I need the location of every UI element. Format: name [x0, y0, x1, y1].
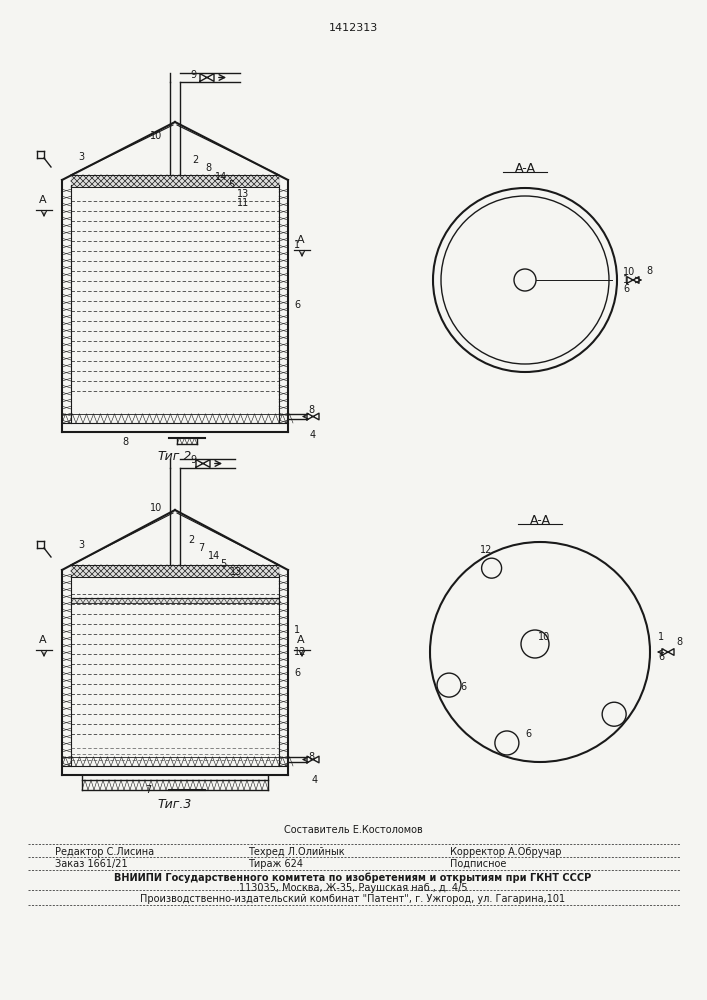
Text: 4: 4	[312, 775, 318, 785]
Text: Подписное: Подписное	[450, 859, 506, 869]
Text: 10: 10	[150, 131, 162, 141]
Text: 10: 10	[538, 632, 550, 642]
Text: 3: 3	[78, 540, 84, 550]
Text: 8: 8	[308, 752, 314, 762]
Text: 14: 14	[215, 172, 227, 182]
Text: A: A	[297, 635, 305, 645]
Text: 6: 6	[623, 284, 629, 294]
Text: 8: 8	[122, 437, 128, 447]
Text: 10: 10	[623, 267, 636, 277]
Text: 5: 5	[220, 559, 226, 569]
Text: Производственно-издательский комбинат "Патент", г. Ужгород, ул. Гагарина,101: Производственно-издательский комбинат "П…	[141, 894, 566, 904]
Text: Редактор С.Лисина: Редактор С.Лисина	[55, 847, 154, 857]
Text: 1: 1	[623, 275, 629, 285]
Text: 8: 8	[646, 266, 652, 276]
Text: 4: 4	[310, 430, 316, 440]
Text: 2: 2	[188, 535, 194, 545]
Text: 13: 13	[237, 189, 250, 199]
Text: 12: 12	[479, 545, 492, 555]
Text: 1: 1	[294, 625, 300, 635]
Text: Тираж 624: Тираж 624	[248, 859, 303, 869]
Text: 7: 7	[145, 785, 151, 795]
Text: A-A: A-A	[530, 514, 551, 526]
Text: 10: 10	[150, 503, 162, 513]
Text: 8: 8	[676, 637, 682, 647]
Text: ВНИИПИ Государственного комитета по изобретениям и открытиям при ГКНТ СССР: ВНИИПИ Государственного комитета по изоб…	[115, 873, 592, 883]
Text: 6: 6	[294, 300, 300, 310]
Text: Τиг.2: Τиг.2	[158, 450, 192, 464]
Text: 8: 8	[308, 405, 314, 415]
Text: Корректор А.Обручар: Корректор А.Обручар	[450, 847, 561, 857]
Text: 2: 2	[192, 155, 198, 165]
Text: 5: 5	[228, 180, 234, 190]
Text: 9: 9	[190, 70, 196, 80]
Text: 12: 12	[294, 647, 306, 657]
Text: 6: 6	[294, 668, 300, 678]
Text: Техред Л.Олийнык: Техред Л.Олийнык	[248, 847, 344, 857]
Text: 7: 7	[198, 543, 204, 553]
Text: 6: 6	[460, 682, 466, 692]
Text: 9: 9	[190, 455, 196, 465]
Text: 6: 6	[525, 729, 531, 739]
Text: Заказ 1661/21: Заказ 1661/21	[55, 859, 128, 869]
Text: A: A	[39, 195, 47, 205]
Text: A: A	[39, 635, 47, 645]
Text: 11: 11	[237, 198, 250, 208]
Text: 6: 6	[658, 652, 664, 662]
Text: A: A	[297, 235, 305, 245]
Text: A-A: A-A	[515, 161, 535, 174]
Text: 3: 3	[78, 152, 84, 162]
Text: 113035, Москва, Ж-35, Раушская наб., д. 4/5: 113035, Москва, Ж-35, Раушская наб., д. …	[239, 883, 467, 893]
Text: 13: 13	[230, 567, 243, 577]
Text: Τиг.3: Τиг.3	[158, 798, 192, 812]
Text: 8: 8	[205, 163, 211, 173]
Text: 1: 1	[658, 632, 664, 642]
Text: Составитель Е.Костоломов: Составитель Е.Костоломов	[284, 825, 422, 835]
Text: 1412313: 1412313	[328, 23, 378, 33]
Text: 1: 1	[294, 240, 300, 250]
Text: 14: 14	[208, 551, 221, 561]
